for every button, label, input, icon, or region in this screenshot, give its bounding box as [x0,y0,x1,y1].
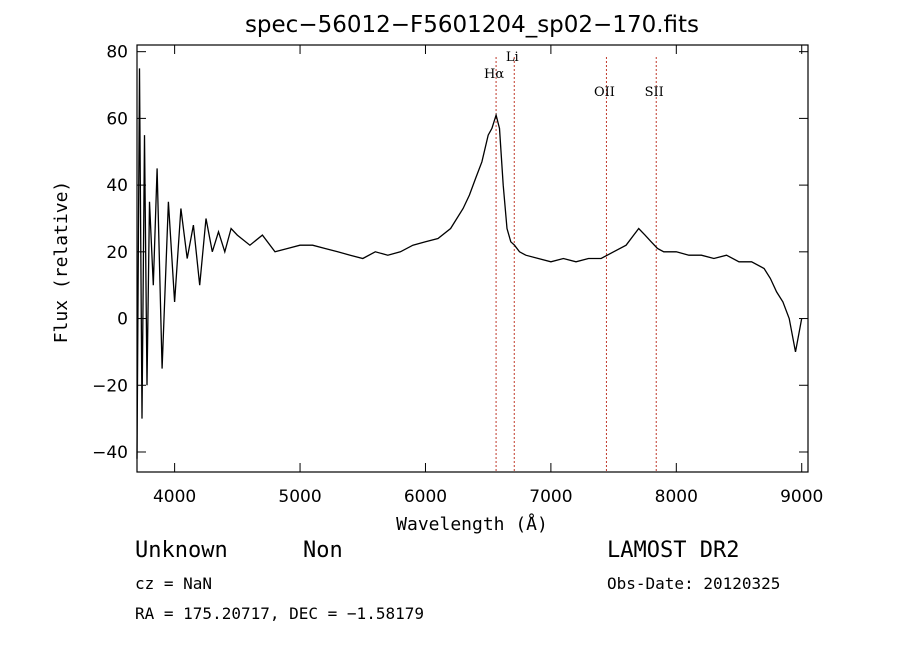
y-tick-label: 60 [106,109,128,129]
y-tick-label: −40 [92,443,128,463]
chart-title: spec−56012−F5601204_sp02−170.fits [245,12,699,38]
y-tick-label: 80 [106,43,128,63]
y-tick-label: 20 [106,243,128,263]
subclass-label: Non [303,538,343,563]
y-axis-label: Flux (relative) [51,181,72,344]
x-tick-label: 7000 [529,487,572,507]
y-tick-label: 40 [106,176,128,196]
y-tick-label: −20 [92,376,128,396]
spectral-line-label: OII [594,85,615,100]
class-label: Unknown [135,538,228,563]
x-tick-label: 5000 [278,487,321,507]
coordinates-readout: RA = 175.20717, DEC = −1.58179 [135,604,424,623]
x-tick-label: 8000 [655,487,698,507]
survey-label: LAMOST DR2 [607,538,740,563]
x-tick-label: 9000 [780,487,823,507]
spectral-line-label: Li [506,50,519,65]
plot-frame [136,44,809,473]
obs-date-readout: Obs-Date: 20120325 [607,574,781,593]
x-tick-label: 6000 [404,487,447,507]
y-axis-ticks: −40 −20 0 20 40 60 80 [92,43,808,463]
x-axis-ticks: 4000 5000 6000 7000 8000 9000 [153,45,823,507]
spectral-line-label: SII [645,85,664,100]
x-axis-label: Wavelength (Å) [396,513,548,535]
x-tick-label: 4000 [153,487,196,507]
y-tick-label: 0 [117,310,128,330]
series-line-flux [136,68,803,459]
redshift-readout: cz = NaN [135,574,213,593]
spectral-line-label: Hα [484,67,504,82]
